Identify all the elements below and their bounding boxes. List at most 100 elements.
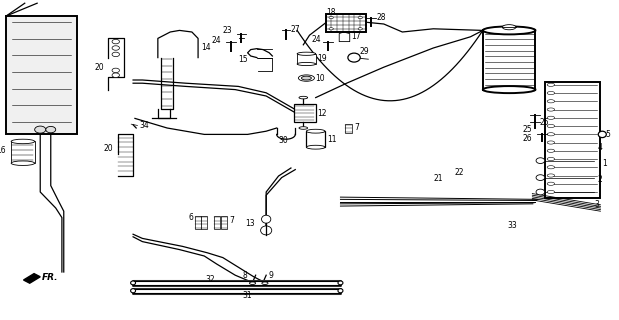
Text: 16: 16 bbox=[0, 146, 6, 155]
Ellipse shape bbox=[503, 25, 516, 30]
Ellipse shape bbox=[35, 126, 46, 133]
Ellipse shape bbox=[547, 124, 555, 128]
Bar bbox=[297, 54, 316, 64]
Text: 7: 7 bbox=[229, 216, 234, 225]
Text: 23: 23 bbox=[222, 26, 232, 35]
Ellipse shape bbox=[11, 161, 35, 165]
Ellipse shape bbox=[547, 149, 555, 152]
Bar bbox=[214, 216, 220, 229]
Ellipse shape bbox=[547, 108, 555, 111]
Ellipse shape bbox=[536, 189, 545, 195]
Ellipse shape bbox=[599, 131, 607, 138]
Ellipse shape bbox=[536, 175, 545, 180]
Ellipse shape bbox=[547, 157, 555, 161]
Bar bbox=[6, 16, 77, 134]
Ellipse shape bbox=[547, 182, 555, 185]
Ellipse shape bbox=[261, 226, 272, 235]
Ellipse shape bbox=[249, 282, 256, 284]
Text: 1: 1 bbox=[602, 159, 607, 168]
Bar bbox=[326, 14, 366, 32]
Bar bbox=[201, 216, 207, 229]
Ellipse shape bbox=[112, 52, 119, 57]
Ellipse shape bbox=[338, 289, 343, 293]
Ellipse shape bbox=[262, 282, 268, 284]
Text: 33: 33 bbox=[508, 221, 517, 230]
Text: 17: 17 bbox=[352, 32, 361, 41]
Bar bbox=[345, 124, 352, 133]
Ellipse shape bbox=[112, 73, 119, 77]
Ellipse shape bbox=[297, 62, 316, 66]
Ellipse shape bbox=[547, 190, 555, 194]
Ellipse shape bbox=[112, 39, 119, 44]
Ellipse shape bbox=[299, 96, 308, 99]
Text: 8: 8 bbox=[243, 271, 248, 280]
Text: 11: 11 bbox=[327, 135, 336, 144]
Ellipse shape bbox=[547, 100, 555, 103]
Ellipse shape bbox=[131, 289, 136, 293]
Text: 4: 4 bbox=[597, 143, 602, 152]
Text: 29: 29 bbox=[359, 47, 369, 56]
Ellipse shape bbox=[348, 53, 360, 62]
Ellipse shape bbox=[536, 158, 545, 164]
Text: 26: 26 bbox=[522, 134, 532, 143]
Bar bbox=[294, 104, 316, 122]
Ellipse shape bbox=[547, 133, 555, 136]
Text: 13: 13 bbox=[245, 220, 255, 228]
Ellipse shape bbox=[483, 26, 535, 34]
Ellipse shape bbox=[301, 76, 311, 80]
Ellipse shape bbox=[338, 281, 343, 285]
Text: 14: 14 bbox=[201, 44, 211, 52]
Text: FR.: FR. bbox=[42, 273, 59, 282]
Ellipse shape bbox=[547, 116, 555, 119]
Text: 25: 25 bbox=[522, 125, 532, 134]
Text: 28: 28 bbox=[376, 13, 386, 22]
Ellipse shape bbox=[483, 86, 535, 93]
Text: 25: 25 bbox=[540, 118, 550, 127]
Text: 21: 21 bbox=[433, 174, 443, 183]
Text: 6: 6 bbox=[188, 213, 193, 222]
Ellipse shape bbox=[131, 281, 136, 285]
Bar bbox=[483, 30, 535, 90]
Text: 24: 24 bbox=[311, 36, 321, 44]
Ellipse shape bbox=[358, 28, 363, 30]
Ellipse shape bbox=[112, 68, 119, 73]
Text: 30: 30 bbox=[279, 136, 288, 145]
Polygon shape bbox=[24, 274, 40, 283]
Text: 15: 15 bbox=[238, 55, 248, 64]
Text: 27: 27 bbox=[291, 25, 301, 34]
Text: 7: 7 bbox=[355, 124, 360, 132]
Text: 3: 3 bbox=[594, 200, 599, 209]
Text: 20: 20 bbox=[94, 63, 104, 72]
Ellipse shape bbox=[329, 28, 334, 30]
Ellipse shape bbox=[547, 166, 555, 169]
Text: 22: 22 bbox=[455, 168, 464, 177]
Text: 20: 20 bbox=[103, 144, 113, 153]
Text: 10: 10 bbox=[316, 74, 326, 83]
Bar bbox=[11, 141, 35, 163]
Text: 19: 19 bbox=[318, 54, 327, 63]
Ellipse shape bbox=[297, 52, 316, 55]
Text: 2: 2 bbox=[597, 175, 602, 184]
Text: 9: 9 bbox=[268, 271, 273, 280]
Text: 5: 5 bbox=[605, 130, 610, 139]
Ellipse shape bbox=[298, 75, 314, 81]
Text: 12: 12 bbox=[318, 109, 327, 118]
Text: 24: 24 bbox=[212, 36, 222, 45]
Bar bbox=[221, 216, 227, 229]
Ellipse shape bbox=[547, 92, 555, 95]
Ellipse shape bbox=[547, 83, 555, 86]
Text: 31: 31 bbox=[243, 291, 253, 300]
Ellipse shape bbox=[306, 129, 325, 133]
Bar bbox=[195, 216, 201, 229]
Bar bbox=[306, 131, 325, 147]
Text: 32: 32 bbox=[206, 275, 215, 284]
Text: 34: 34 bbox=[139, 121, 149, 130]
Ellipse shape bbox=[358, 16, 363, 19]
Ellipse shape bbox=[262, 215, 271, 223]
Ellipse shape bbox=[547, 174, 555, 177]
Bar bbox=[545, 82, 600, 198]
Ellipse shape bbox=[112, 46, 119, 50]
Ellipse shape bbox=[547, 141, 555, 144]
Ellipse shape bbox=[299, 127, 308, 129]
Ellipse shape bbox=[306, 145, 325, 149]
